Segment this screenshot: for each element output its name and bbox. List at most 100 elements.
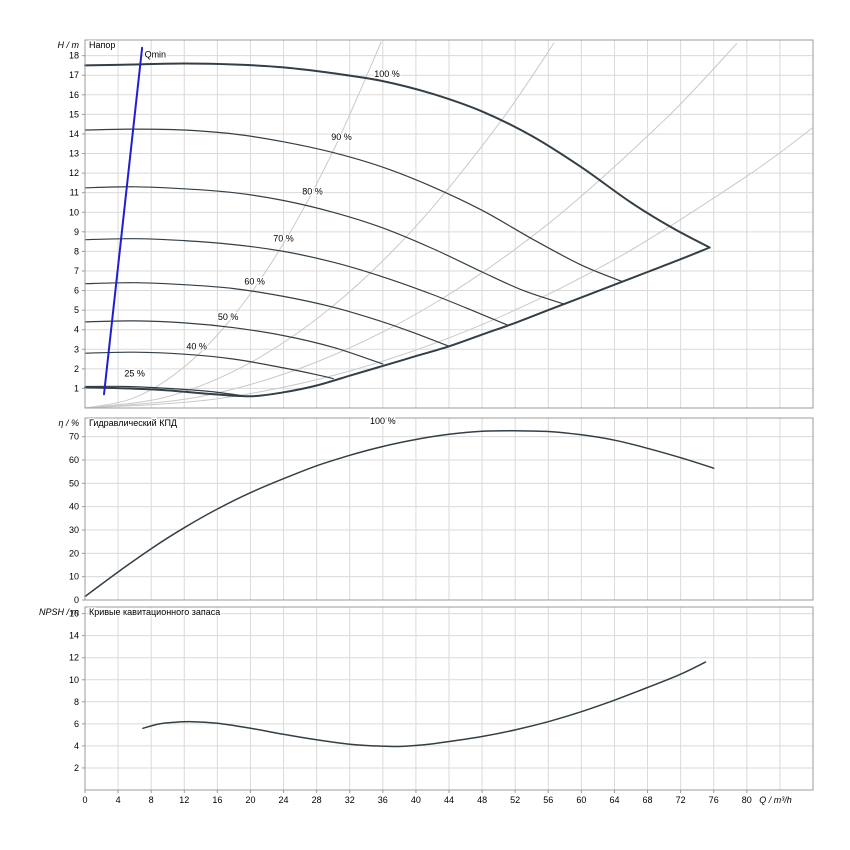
curve-label: 100 % bbox=[374, 69, 400, 79]
x-tick-label: 68 bbox=[643, 795, 653, 805]
curve-label: Qmin bbox=[145, 50, 167, 60]
curve-label: 40 % bbox=[186, 341, 207, 351]
x-tick-label: 24 bbox=[279, 795, 289, 805]
curve-speed-25 bbox=[84, 385, 243, 397]
affinity-guide-4-icon bbox=[84, 127, 814, 409]
x-tick-label: 36 bbox=[378, 795, 388, 805]
efficiency-panel-title: Гидравлический КПД bbox=[89, 418, 177, 428]
curve-label: 25 % bbox=[124, 369, 145, 379]
y-tick-label: 14 bbox=[69, 631, 79, 641]
y-tick-label: 8 bbox=[74, 246, 79, 256]
x-tick-label: 0 bbox=[82, 795, 87, 805]
npsh-y-axis-title: NPSH / m bbox=[39, 607, 80, 617]
y-tick-label: 70 bbox=[69, 432, 79, 442]
y-tick-label: 2 bbox=[74, 364, 79, 374]
x-tick-label: 4 bbox=[116, 795, 121, 805]
npsh-grid bbox=[85, 607, 813, 790]
x-tick-label: 12 bbox=[179, 795, 189, 805]
head-frame bbox=[84, 39, 814, 409]
y-tick-label: 8 bbox=[74, 697, 79, 707]
y-tick-label: 60 bbox=[69, 455, 79, 465]
curve-speed-70 bbox=[84, 238, 508, 326]
curve-label: 100 % bbox=[370, 416, 396, 426]
y-tick-label: 17 bbox=[69, 70, 79, 80]
y-tick-label: 3 bbox=[74, 344, 79, 354]
affinity-guide-3-icon bbox=[84, 42, 738, 409]
head-panel-title: Напор bbox=[89, 40, 115, 50]
y-tick-label: 11 bbox=[70, 188, 79, 198]
x-tick-label: 60 bbox=[576, 795, 586, 805]
x-tick-label: 56 bbox=[543, 795, 553, 805]
curve-speed-50 bbox=[84, 320, 384, 365]
y-tick-label: 7 bbox=[74, 266, 79, 276]
x-tick-label: 8 bbox=[149, 795, 154, 805]
curve-label: 70 % bbox=[273, 234, 294, 244]
curve-label: 60 % bbox=[244, 277, 265, 287]
efficiency-y-axis-title: η / % bbox=[58, 418, 79, 428]
y-tick-label: 13 bbox=[69, 149, 79, 159]
qmin-line bbox=[103, 46, 144, 396]
x-tick-label: 44 bbox=[444, 795, 454, 805]
head-y-axis-title: H / m bbox=[58, 40, 80, 50]
y-tick-label: 5 bbox=[74, 305, 79, 315]
efficiency-grid bbox=[85, 418, 813, 600]
y-tick-label: 16 bbox=[69, 609, 79, 619]
y-tick-label: 16 bbox=[69, 90, 79, 100]
curve-label: 90 % bbox=[331, 132, 352, 142]
x-tick-label: 16 bbox=[212, 795, 222, 805]
x-tick-label: 76 bbox=[709, 795, 719, 805]
x-tick-label: 80 bbox=[742, 795, 752, 805]
x-tick-label: 28 bbox=[312, 795, 322, 805]
curve-speed-40 bbox=[84, 351, 334, 380]
efficiency-curve-100 bbox=[84, 430, 715, 598]
x-axis: 0 4 8 12 16 20 24 28 32 36 40 44 48 52 56 60 64 68 72 76 80 Q… bbox=[82, 790, 792, 805]
curve-speed-90 bbox=[84, 128, 624, 283]
x-tick-label: 52 bbox=[510, 795, 520, 805]
y-tick-label: 4 bbox=[74, 325, 79, 335]
npsh-curve-100 bbox=[142, 661, 707, 748]
y-tick-label: 50 bbox=[69, 478, 79, 488]
efficiency-frame bbox=[84, 417, 814, 601]
operating-limit-lower bbox=[84, 246, 711, 398]
curve-speed-80 bbox=[84, 186, 566, 305]
efficiency-chart-panel: 0 10 20 30 40 50 60 70 η / % Гидравлический КПД 10… bbox=[58, 415, 814, 605]
y-tick-label: 6 bbox=[74, 286, 79, 296]
curve-label: 50 % bbox=[218, 312, 239, 322]
y-tick-label: 0 bbox=[74, 595, 79, 605]
y-tick-label: 10 bbox=[69, 675, 79, 685]
y-tick-label: 1 bbox=[74, 383, 79, 393]
y-tick-label: 12 bbox=[69, 168, 79, 178]
x-tick-label: 20 bbox=[245, 795, 255, 805]
y-tick-label: 4 bbox=[74, 741, 79, 751]
y-tick-label: 12 bbox=[69, 653, 79, 663]
curve-speed-60 bbox=[84, 282, 450, 347]
y-tick-label: 20 bbox=[69, 548, 79, 558]
y-tick-label: 30 bbox=[69, 525, 79, 535]
y-tick-label: 15 bbox=[69, 109, 79, 119]
curve-speed-100 bbox=[84, 62, 711, 249]
x-axis-title: Q / m³/h bbox=[759, 795, 792, 805]
efficiency-y-axis: 0 10 20 30 40 50 60 70 bbox=[69, 432, 85, 605]
x-tick-label: 72 bbox=[676, 795, 686, 805]
affinity-guide-1-icon bbox=[84, 41, 382, 409]
y-tick-label: 14 bbox=[69, 129, 79, 139]
x-tick-label: 48 bbox=[477, 795, 487, 805]
y-tick-label: 6 bbox=[74, 719, 79, 729]
curve-label: 80 % bbox=[302, 187, 323, 197]
y-tick-label: 10 bbox=[69, 572, 79, 582]
x-tick-label: 32 bbox=[345, 795, 355, 805]
y-tick-label: 2 bbox=[74, 763, 79, 773]
y-tick-label: 40 bbox=[69, 502, 79, 512]
y-tick-label: 9 bbox=[74, 227, 79, 237]
y-tick-label: 18 bbox=[69, 51, 79, 61]
npsh-y-axis: 2 4 6 8 10 12 14 16 bbox=[69, 609, 85, 773]
x-tick-label: 40 bbox=[411, 795, 421, 805]
affinity-guide-2-icon bbox=[84, 42, 555, 409]
x-tick-label: 64 bbox=[609, 795, 619, 805]
npsh-panel-title: Кривые кавитационного запаса bbox=[89, 607, 220, 617]
